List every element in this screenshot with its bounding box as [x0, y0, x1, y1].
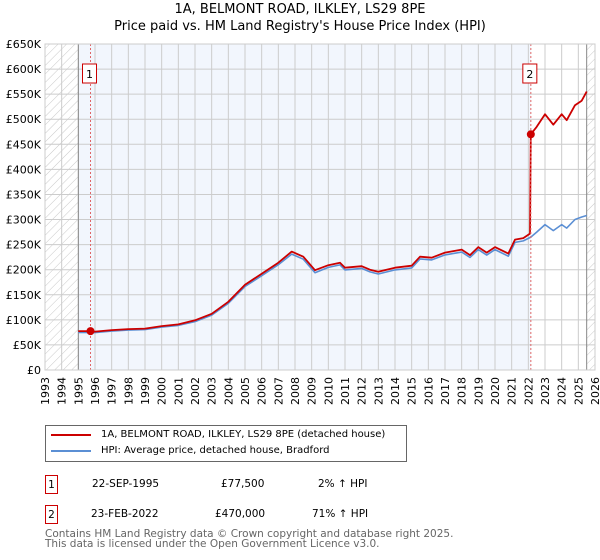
y-tick-label: £100K [6, 314, 42, 327]
footer-line2: This data is licensed under the Open Gov… [45, 538, 380, 550]
chart-title-line1: 1A, BELMONT ROAD, ILKLEY, LS29 8PE [174, 2, 426, 17]
x-tick-label: 2002 [189, 377, 202, 405]
x-tick-label: 2003 [206, 377, 219, 405]
ownership-shaded-region [78, 44, 531, 370]
x-tick-label: 2022 [522, 377, 535, 405]
chart-legend: 1A, BELMONT ROAD, ILKLEY, LS29 8PE (deta… [45, 425, 407, 462]
legend-label-hpi: HPI: Average price, detached house, Brad… [101, 445, 330, 456]
hatched-no-data-right [586, 44, 595, 370]
x-tick-label: 1993 [39, 377, 52, 405]
x-tick-label: 2021 [506, 377, 519, 405]
legend-item-hpi: HPI: Average price, detached house, Brad… [51, 445, 329, 456]
x-tick-label: 1996 [89, 377, 102, 405]
y-tick-label: £50K [13, 339, 42, 352]
y-tick-label: £500K [6, 113, 42, 126]
x-tick-label: 2000 [156, 377, 169, 405]
transaction-price: £470,000 [215, 508, 266, 520]
y-tick-label: £450K [6, 138, 42, 151]
transaction-badge: 2 [45, 505, 58, 524]
y-tick-label: £200K [6, 264, 42, 277]
x-tick-label: 2015 [406, 377, 419, 405]
x-tick-label: 2025 [572, 377, 585, 405]
sale-label-box [82, 63, 97, 84]
y-tick-label: £350K [6, 188, 42, 201]
x-tick-label: 2014 [389, 377, 402, 405]
x-tick-label: 1994 [56, 377, 69, 405]
x-tick-label: 2001 [172, 377, 185, 405]
x-tick-label: 2020 [489, 377, 502, 405]
y-tick-label: £550K [6, 88, 42, 101]
property-price-line [78, 91, 588, 333]
x-tick-label: 2006 [256, 377, 269, 405]
x-tick-label: 2011 [339, 377, 352, 405]
y-tick-label: £150K [6, 289, 42, 302]
blue-line-swatch [51, 449, 91, 452]
transaction-hpi-diff: 2% ↑ HPI [318, 478, 368, 490]
sale-label-text: 2 [526, 68, 533, 81]
chart-title-line2: Price paid vs. HM Land Registry's House … [114, 19, 486, 34]
price-chart: 1993 1994 1995 1996 1997 1998 1999 2000 2001 2002… [6, 38, 600, 405]
x-tick-label: 2012 [356, 377, 369, 405]
red-line-swatch [51, 433, 91, 436]
x-tick-label: 2016 [422, 377, 435, 405]
legend-item-property: 1A, BELMONT ROAD, ILKLEY, LS29 8PE (deta… [51, 429, 385, 440]
sale-point [526, 130, 535, 139]
transaction-row: 1 22-SEP-1995 £77,500 2% ↑ HPI [45, 475, 445, 495]
footer-line1: Contains HM Land Registry data © Crown c… [45, 528, 454, 540]
transaction-hpi-diff: 71% ↑ HPI [312, 508, 369, 520]
x-tick-label: 2004 [222, 377, 235, 405]
x-tick-label: 2026 [589, 377, 600, 405]
sale-label-box [522, 63, 538, 84]
x-tick-label: 2005 [239, 377, 252, 405]
hpi-line [78, 214, 587, 334]
y-tick-label: £250K [6, 239, 42, 252]
transaction-price: £77,500 [221, 478, 265, 490]
x-tick-label: 2019 [472, 377, 485, 405]
y-tick-label: £0 [27, 364, 41, 377]
x-tick-label: 2009 [306, 377, 319, 405]
x-tick-label: 2017 [439, 377, 452, 405]
x-tick-label: 2010 [322, 377, 335, 405]
x-tick-label: 1995 [72, 377, 85, 405]
y-tick-label: £300K [6, 214, 42, 227]
x-tick-label: 1999 [139, 377, 152, 405]
x-tick-label: 2008 [289, 377, 302, 405]
x-tick-label: 2007 [272, 377, 285, 405]
x-tick-label: 2018 [456, 377, 469, 405]
transaction-badge: 1 [45, 475, 58, 494]
transaction-date: 22-SEP-1995 [92, 478, 160, 490]
x-tick-label: 1997 [106, 377, 119, 405]
x-tick-label: 2024 [556, 377, 569, 405]
footer-attribution: Contains HM Land Registry data © Crown c… [45, 528, 454, 550]
x-tick-label: 2023 [539, 377, 552, 405]
transaction-date: 23-FEB-2022 [91, 508, 159, 520]
y-tick-label: £400K [6, 163, 42, 176]
transaction-row: 2 23-FEB-2022 £470,000 71% ↑ HPI [45, 505, 445, 525]
y-tick-label: £650K [6, 38, 42, 51]
x-tick-label: 2013 [372, 377, 385, 405]
y-tick-label: £600K [6, 63, 42, 76]
legend-label-property: 1A, BELMONT ROAD, ILKLEY, LS29 8PE (deta… [101, 429, 386, 440]
sale-point [86, 327, 95, 336]
plot-border [44, 43, 596, 371]
sale-label-text: 1 [86, 68, 93, 81]
x-tick-label: 1998 [122, 377, 135, 405]
